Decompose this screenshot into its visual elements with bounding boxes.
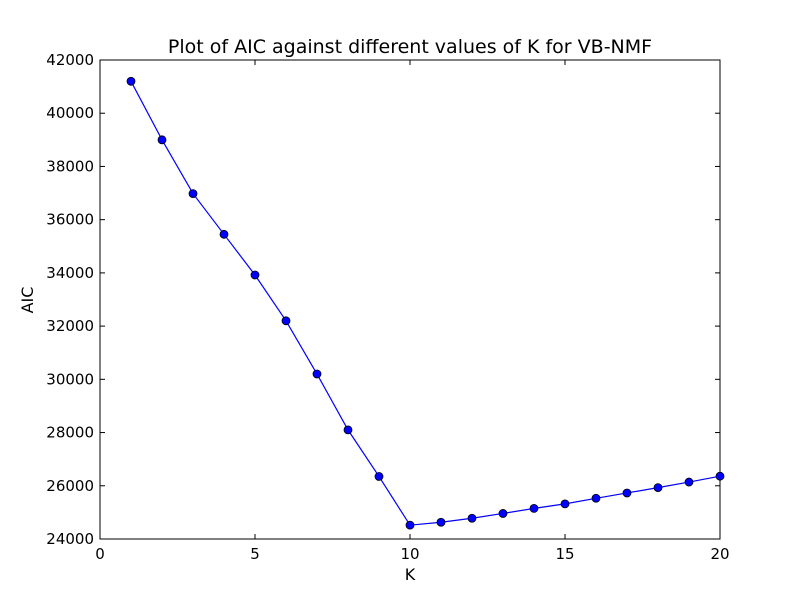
y-axis-label: AIC: [18, 287, 37, 314]
data-point: [126, 76, 136, 86]
x-tick-label: 5: [250, 545, 260, 563]
data-point: [157, 135, 167, 145]
y-tick-label: 40000: [46, 104, 94, 122]
data-point: [219, 229, 229, 239]
y-tick-label: 38000: [46, 157, 94, 175]
data-point: [715, 471, 725, 481]
chart-title: Plot of AIC against different values of …: [168, 36, 652, 58]
data-point: [622, 488, 632, 498]
data-point: [653, 483, 663, 493]
x-tick-label: 20: [710, 545, 729, 563]
data-point: [436, 517, 446, 527]
y-tick-label: 30000: [46, 370, 94, 388]
data-point: [312, 369, 322, 379]
x-tick-label: 10: [400, 545, 419, 563]
data-point: [498, 509, 508, 518]
y-tick-label: 28000: [46, 424, 94, 442]
y-tick-label: 32000: [46, 317, 94, 335]
y-tick-label: 26000: [46, 477, 94, 495]
series-group: [126, 76, 725, 530]
series-line: [130, 81, 721, 526]
data-point: [250, 270, 260, 280]
data-point: [529, 503, 539, 513]
x-axis-label: K: [405, 565, 416, 584]
data-point: [591, 493, 601, 503]
data-point: [467, 513, 477, 523]
y-tick-label: 24000: [46, 530, 94, 548]
plot-frame: [99, 59, 721, 540]
data-point: [405, 520, 415, 530]
x-tick-label: 0: [95, 545, 105, 563]
y-tick-label: 42000: [46, 51, 94, 69]
data-point: [684, 477, 694, 487]
x-tick-label: 15: [555, 545, 574, 563]
y-tick-label: 36000: [46, 211, 94, 229]
tick-group: 0 5 10 15 20 24000 26000 28000 30000 32000 34000 36…: [46, 51, 729, 563]
data-point: [188, 189, 198, 198]
data-point: [281, 316, 291, 326]
data-point: [560, 499, 570, 509]
data-point: [374, 472, 384, 481]
y-tick-label: 34000: [46, 264, 94, 282]
data-point: [343, 425, 353, 435]
